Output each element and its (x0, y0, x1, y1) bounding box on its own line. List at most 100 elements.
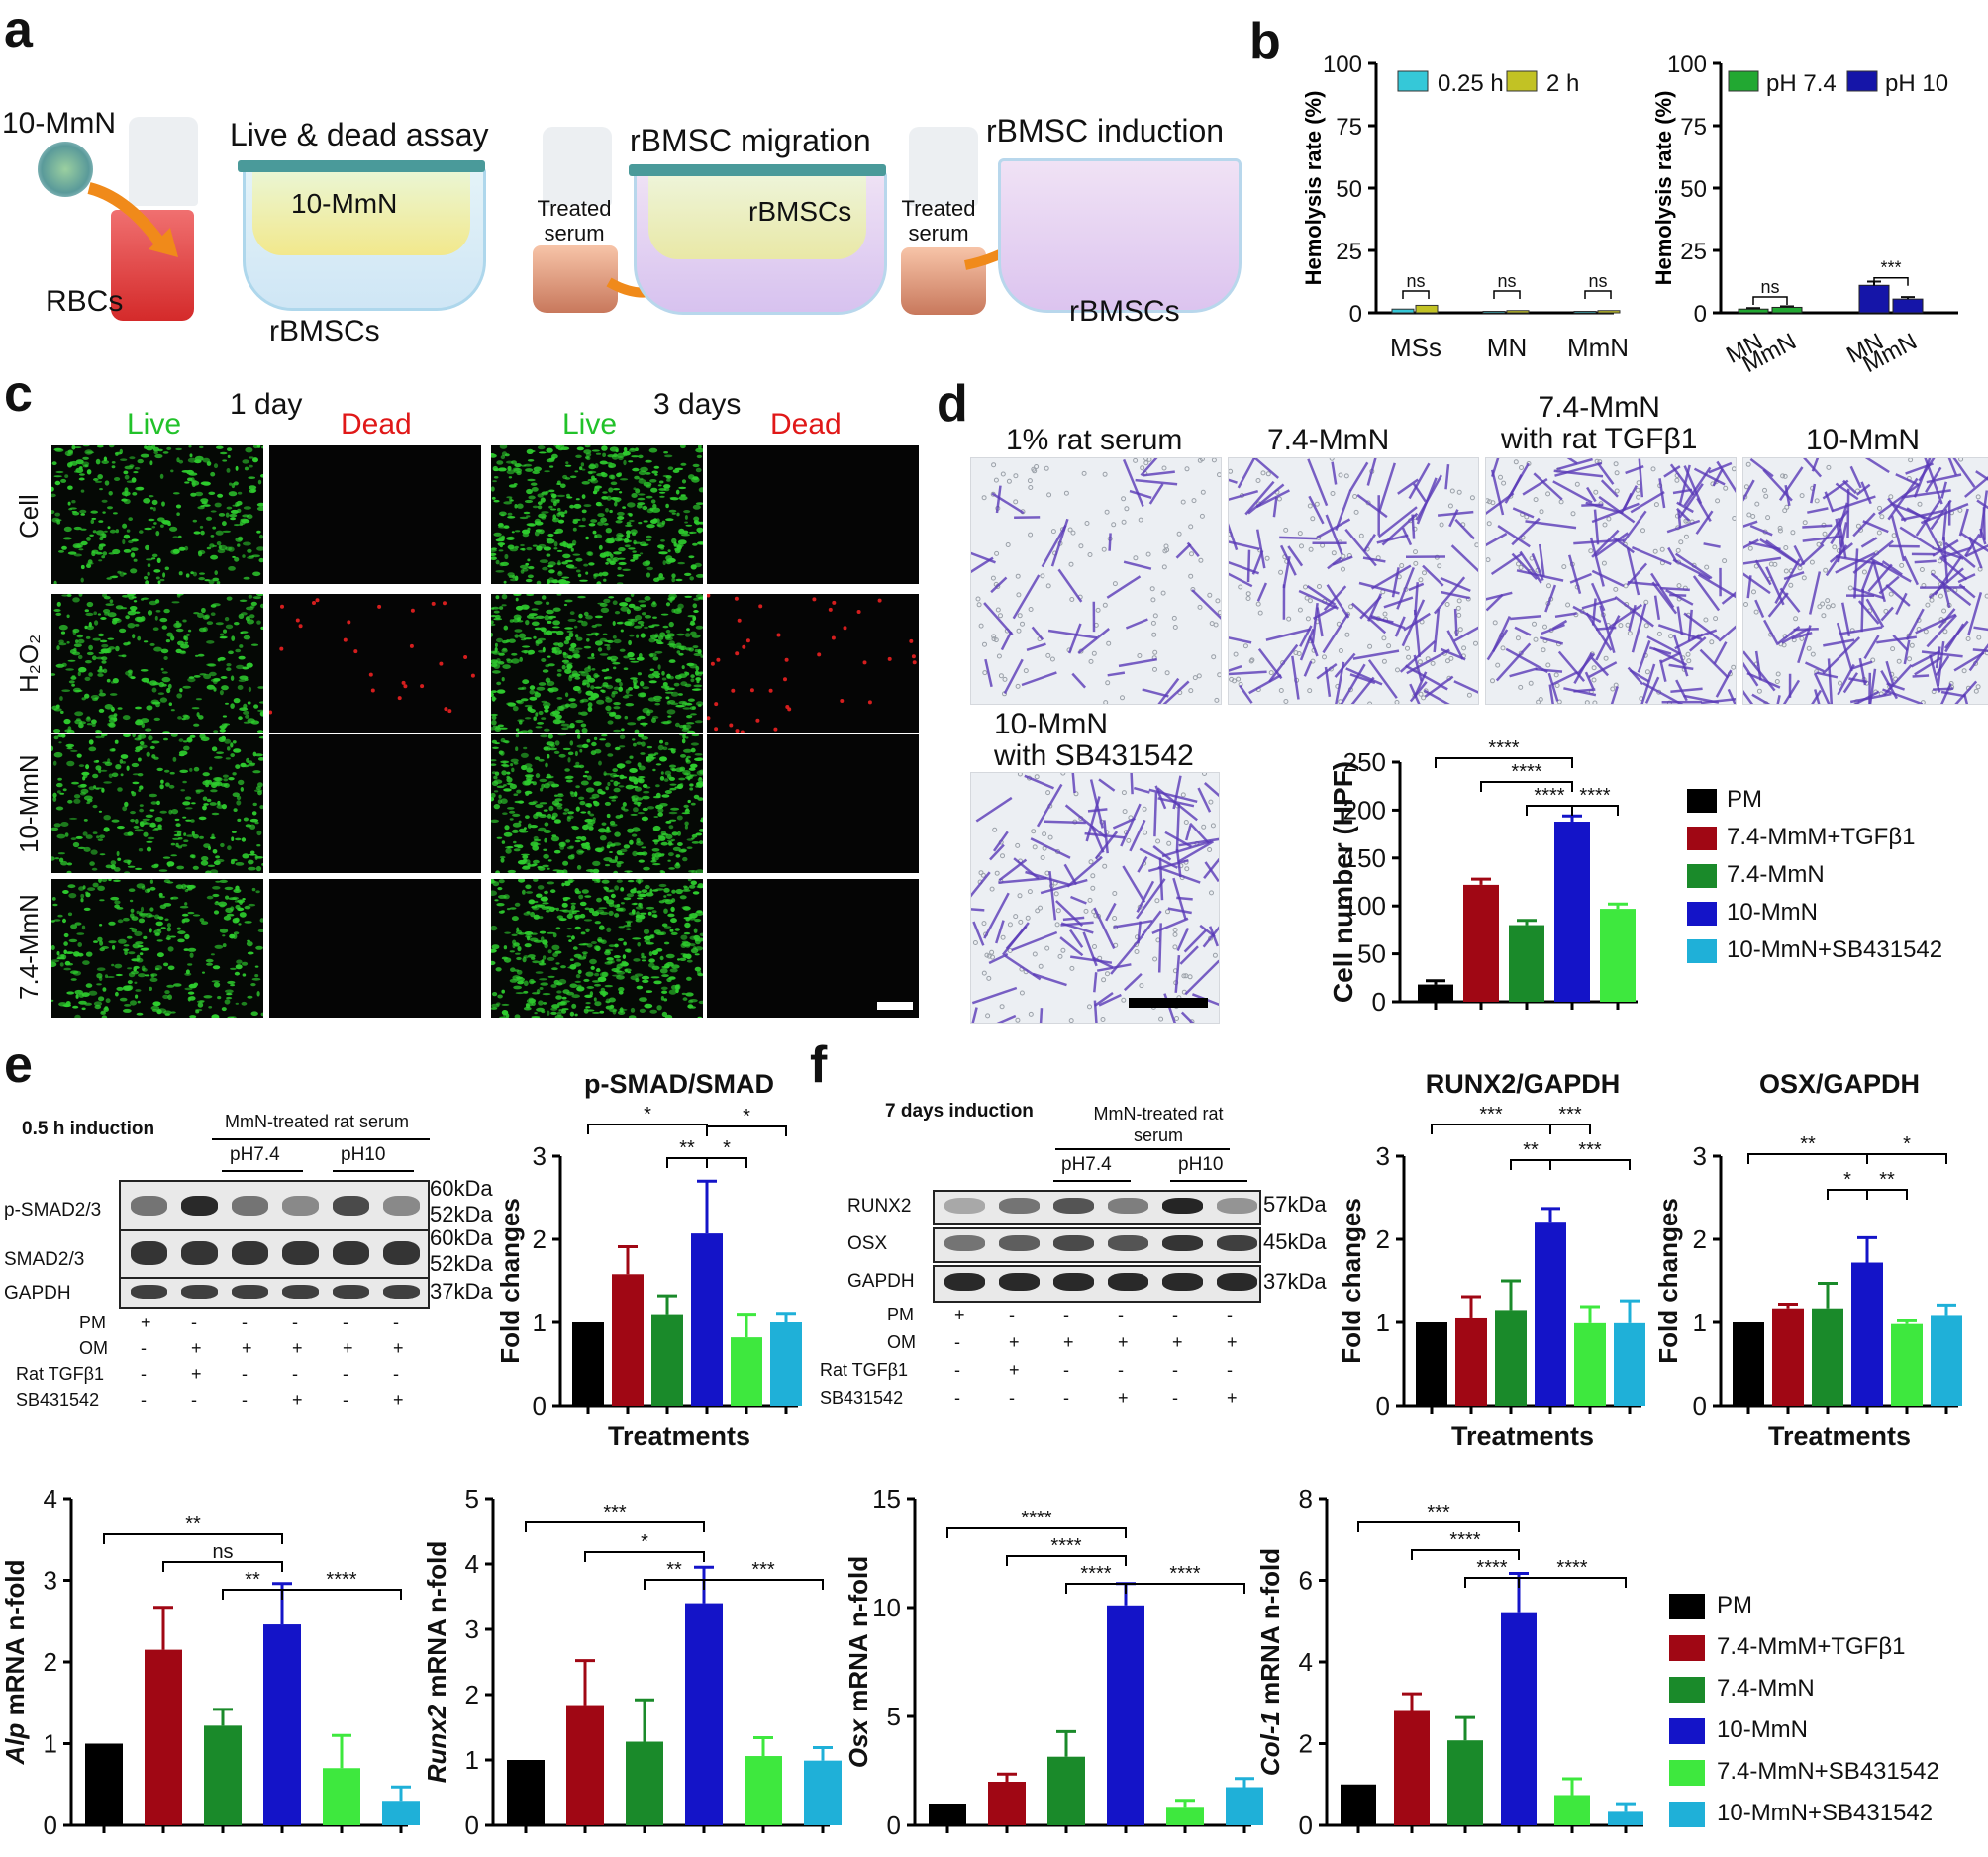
bar (1608, 1811, 1643, 1825)
blot-title: 7 days induction (885, 1101, 1034, 1122)
y-axis-label: Fold changes (1337, 1198, 1366, 1364)
y-tick-label: 0 (533, 1391, 547, 1420)
y-tick-label: 3 (44, 1566, 57, 1596)
band-label: GAPDH (4, 1283, 71, 1304)
condition-sign: - (1227, 1360, 1233, 1380)
bar (1509, 925, 1544, 1002)
label-rbmscs-3: rBMSCs (1069, 295, 1180, 328)
legend-label: 7.4-MmM+TGFβ1 (1717, 1633, 1906, 1660)
significance-bracket (1752, 296, 1788, 305)
significance-bracket (525, 1521, 705, 1532)
micrograph-dots (269, 445, 481, 584)
micrograph-dots (707, 445, 919, 584)
condition-sign: + (393, 1338, 404, 1358)
bar (1501, 1612, 1537, 1825)
bar (1394, 1710, 1430, 1825)
condition-sign: + (343, 1338, 353, 1358)
significance-bracket (281, 1589, 402, 1600)
legend-swatch (1687, 789, 1717, 813)
significance-bracket (1827, 1189, 1868, 1200)
legend-label: 7.4-MmN (1727, 861, 1825, 888)
condition-sign: - (1118, 1305, 1124, 1324)
y-tick-label: 15 (872, 1484, 901, 1514)
bar (1738, 308, 1769, 314)
blot-band (282, 1285, 319, 1299)
y-tick-label: 4 (1299, 1647, 1313, 1677)
y-axis-label-rest: mRNA n-fold (0, 1559, 30, 1722)
y-tick-label: 3 (1693, 1141, 1707, 1171)
condition-sign: + (242, 1338, 252, 1358)
y-axis-label-rest: mRNA n-fold (422, 1541, 451, 1705)
live-stain-image (51, 879, 263, 1018)
legend-swatch (1669, 1635, 1705, 1661)
legend-swatch (1669, 1718, 1705, 1744)
legend-label: 10-MmN (1717, 1716, 1809, 1743)
panel-letter-a: a (4, 1, 33, 58)
bar (1554, 1795, 1590, 1825)
significance-bracket (1866, 1189, 1908, 1200)
significance-label: ** (1879, 1169, 1895, 1191)
blot-strip (119, 1277, 430, 1309)
blot-band (232, 1196, 268, 1216)
scale-bar-d (1129, 998, 1208, 1008)
insert-1 (252, 166, 470, 255)
dead-stain-image (707, 734, 919, 873)
significance-bracket (1402, 290, 1430, 299)
bar (1391, 308, 1415, 314)
bar (626, 1741, 663, 1825)
condition-sign: - (393, 1364, 399, 1384)
caption-d-5: 10-MmN with SB431542 (994, 708, 1194, 772)
significance-label: ** (666, 1559, 682, 1581)
y-tick-label: 3 (1376, 1141, 1390, 1171)
y-tick-label: 25 (1680, 239, 1707, 265)
panel-letter-e: e (4, 1036, 33, 1094)
y-tick-label: 50 (1336, 176, 1362, 203)
y-tick-label: 100 (1667, 51, 1707, 78)
significance-bracket (162, 1561, 283, 1572)
bar (731, 1337, 762, 1406)
micrograph-dots (491, 445, 703, 584)
bar (929, 1804, 966, 1825)
significance-bracket (1464, 1577, 1520, 1588)
legend-swatch (1669, 1594, 1705, 1619)
blot-band (1053, 1235, 1094, 1251)
caption-d-4: 10-MmN (1806, 424, 1921, 456)
condition-sign: - (1118, 1360, 1124, 1380)
legend-swatch (1687, 864, 1717, 888)
condition-sign: + (954, 1305, 965, 1324)
blot-band (131, 1241, 167, 1265)
significance-label: **** (1476, 1557, 1507, 1579)
bar (1733, 1322, 1764, 1406)
y-axis-label-italic: Col-1 (1255, 1711, 1285, 1776)
blot-strip (119, 1180, 430, 1233)
blot-band (131, 1196, 167, 1216)
y-tick-label: 3 (465, 1614, 479, 1644)
bar (204, 1725, 242, 1825)
well-3 (998, 158, 1242, 313)
dead-stain-image (269, 734, 481, 873)
condition-label: SB431542 (16, 1390, 100, 1410)
blot-band (282, 1196, 319, 1216)
condition-sign: - (141, 1338, 147, 1358)
ph-label: pH7.4 (1061, 1154, 1112, 1175)
bar (1891, 1323, 1923, 1406)
transwell-cells (971, 773, 1219, 1023)
condition-sign: - (242, 1390, 248, 1410)
x-tick-label: MN (1487, 333, 1527, 362)
dead-stain-image (269, 594, 481, 733)
significance-label: **** (1080, 1563, 1111, 1585)
kda-label: 57kDa (1263, 1192, 1327, 1217)
significance-bracket (1480, 781, 1573, 792)
bar (1418, 984, 1453, 1002)
condition-sign: - (1009, 1388, 1015, 1408)
dead-stain-image (269, 879, 481, 1018)
bar (1574, 1322, 1606, 1406)
bar (1416, 1322, 1447, 1406)
significance-bracket (703, 1579, 824, 1590)
blot-band (999, 1235, 1040, 1251)
significance-label: **** (1579, 785, 1610, 807)
blot-band (232, 1241, 268, 1265)
ph-underline (1170, 1180, 1247, 1182)
condition-sign: + (1118, 1332, 1129, 1352)
